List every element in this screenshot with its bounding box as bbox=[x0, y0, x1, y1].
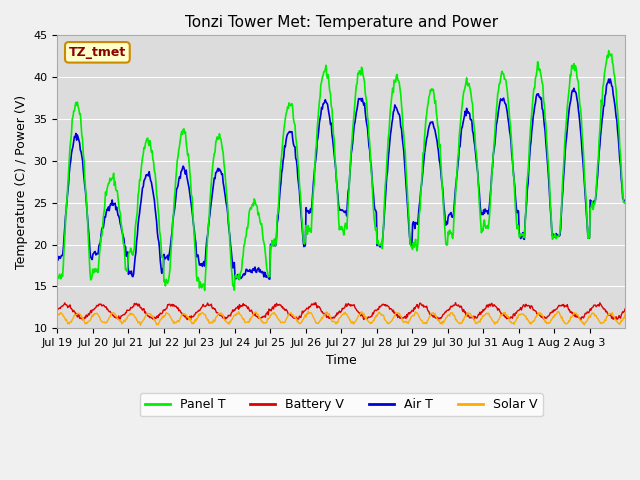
Air T bbox=[401, 158, 408, 164]
Battery V bbox=[274, 302, 282, 308]
Solar V bbox=[275, 317, 282, 323]
Panel T bbox=[605, 48, 612, 53]
Panel T bbox=[201, 288, 209, 293]
Air T bbox=[120, 236, 128, 242]
X-axis label: Time: Time bbox=[326, 353, 356, 367]
Panel T bbox=[433, 109, 440, 115]
Panel T bbox=[253, 204, 261, 210]
Solar V bbox=[136, 323, 144, 328]
Solar V bbox=[433, 316, 441, 322]
Line: Air T: Air T bbox=[58, 79, 625, 279]
Battery V bbox=[577, 317, 584, 323]
Title: Tonzi Tower Met: Temperature and Power: Tonzi Tower Met: Temperature and Power bbox=[184, 15, 498, 30]
Panel T bbox=[120, 241, 128, 247]
Panel T bbox=[621, 199, 629, 205]
Solar V bbox=[225, 321, 233, 327]
Panel T bbox=[401, 144, 408, 150]
Battery V bbox=[253, 313, 260, 319]
Battery V bbox=[225, 312, 232, 318]
Line: Solar V: Solar V bbox=[58, 311, 625, 325]
Text: TZ_tmet: TZ_tmet bbox=[68, 46, 126, 59]
Solar V bbox=[621, 312, 629, 317]
Battery V bbox=[312, 300, 319, 305]
Air T bbox=[621, 200, 629, 205]
Solar V bbox=[120, 317, 128, 323]
Panel T bbox=[275, 200, 282, 205]
Panel T bbox=[54, 274, 61, 280]
Air T bbox=[225, 220, 232, 226]
Battery V bbox=[433, 315, 440, 321]
Air T bbox=[275, 206, 282, 212]
Y-axis label: Temperature (C) / Power (V): Temperature (C) / Power (V) bbox=[15, 95, 28, 269]
Air T bbox=[54, 253, 61, 259]
Battery V bbox=[54, 307, 61, 313]
Battery V bbox=[621, 306, 629, 312]
Air T bbox=[253, 267, 261, 273]
Air T bbox=[606, 76, 614, 82]
Battery V bbox=[401, 314, 408, 320]
Solar V bbox=[253, 312, 261, 317]
Line: Battery V: Battery V bbox=[58, 302, 625, 320]
Air T bbox=[433, 134, 440, 140]
Line: Panel T: Panel T bbox=[58, 50, 625, 290]
Solar V bbox=[54, 312, 61, 318]
Solar V bbox=[305, 308, 312, 314]
Air T bbox=[235, 276, 243, 282]
Solar V bbox=[401, 319, 409, 324]
Legend: Panel T, Battery V, Air T, Solar V: Panel T, Battery V, Air T, Solar V bbox=[140, 393, 543, 416]
Battery V bbox=[120, 312, 128, 317]
Panel T bbox=[225, 223, 233, 229]
